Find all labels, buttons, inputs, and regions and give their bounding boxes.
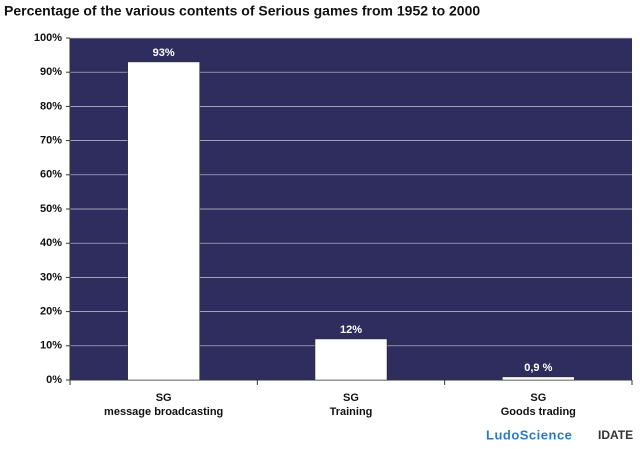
y-tick-label: 10% xyxy=(40,340,62,352)
value-label: 0,9 % xyxy=(524,362,552,374)
x-tick-label: SG xyxy=(156,392,172,404)
chart-title: Percentage of the various contents of Se… xyxy=(4,3,480,19)
value-label: 93% xyxy=(153,47,175,59)
x-tick-label: SG xyxy=(530,392,546,404)
bar xyxy=(127,61,200,381)
x-tick-label: Training xyxy=(330,406,373,418)
logo: IDATE xyxy=(598,428,633,442)
y-tick-label: 50% xyxy=(40,203,62,215)
x-tick-label: message broadcasting xyxy=(104,406,223,418)
bar xyxy=(502,376,575,381)
logo: LudoScience xyxy=(486,427,572,442)
y-tick-label: 60% xyxy=(40,169,62,181)
y-tick-label: 100% xyxy=(34,32,62,44)
x-tick-label: Goods trading xyxy=(501,406,576,418)
y-tick-label: 90% xyxy=(40,66,62,78)
value-label: 12% xyxy=(340,324,362,336)
y-tick-label: 30% xyxy=(40,271,62,283)
y-tick-label: 20% xyxy=(40,306,62,318)
bar xyxy=(314,338,388,381)
y-tick-label: 80% xyxy=(40,100,62,112)
y-tick-label: 0% xyxy=(46,374,62,386)
x-tick-label: SG xyxy=(343,392,359,404)
y-tick-label: 70% xyxy=(40,135,62,147)
y-tick-label: 40% xyxy=(40,237,62,249)
